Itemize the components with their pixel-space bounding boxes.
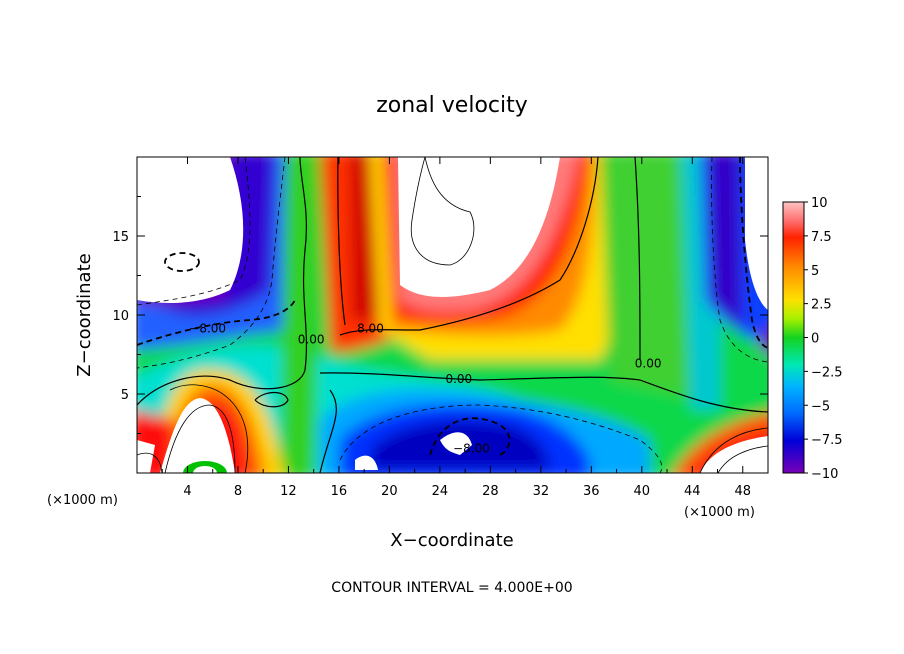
x-tick-label: 4 [183, 484, 191, 499]
x-tick-label: 40 [634, 484, 651, 499]
colorbar-tick-label: −10 [811, 467, 838, 482]
contour-label: 0.00 [445, 372, 472, 386]
x-tick-label: 36 [583, 484, 600, 499]
colorbar-tick-label: 0 [811, 332, 819, 347]
velocity-field [137, 157, 768, 473]
x-tick-label: 44 [684, 484, 701, 499]
x-axis-label: X−coordinate [390, 530, 513, 551]
contour-label: 8.00 [357, 322, 384, 336]
contour-label: 0.00 [635, 356, 662, 370]
x-unit-label: (×1000 m) [684, 505, 755, 520]
x-tick-label: 20 [381, 484, 398, 499]
x-tick-label: 16 [331, 484, 348, 499]
contour-label: −8.00 [189, 322, 226, 336]
y-tick-label: 5 [121, 388, 129, 403]
colorbar [782, 201, 805, 474]
x-tick-label: 12 [280, 484, 297, 499]
x-tick-label: 48 [734, 484, 751, 499]
colorbar-tick-label: −5 [811, 399, 830, 414]
colorbar-tick-label: 5 [811, 264, 819, 279]
x-tick-label: 32 [533, 484, 550, 499]
chart-title: zonal velocity [376, 93, 528, 118]
colorbar-ticks: 10 7.5 5 2.5 0 −2.5 −5 −7.5 −10 [804, 196, 843, 482]
x-tick-label: 24 [432, 484, 449, 499]
y-tick-label: 10 [112, 309, 129, 324]
x-tick-label: 8 [234, 484, 242, 499]
contour-label: 0.00 [298, 333, 325, 347]
x-tick-label: 28 [482, 484, 499, 499]
contour-interval-note: CONTOUR INTERVAL = 4.000E+00 [331, 580, 572, 596]
colorbar-tick-label: 7.5 [811, 230, 832, 245]
colorbar-tick-label: 10 [811, 196, 828, 211]
z-unit-label: (×1000 m) [47, 493, 118, 508]
y-tick-label: 15 [112, 230, 129, 245]
y-axis-label: Z−coordinate [74, 253, 95, 376]
x-axis-ticks: 4 8 12 16 20 24 28 32 36 40 44 48 [161, 157, 751, 499]
contour-label: −8.00 [453, 442, 490, 456]
contour-labels: −8.00 0.00 8.00 0.00 0.00 −8.00 [189, 322, 661, 456]
y-axis-ticks: 5 10 15 [112, 196, 768, 434]
colorbar-tick-label: −2.5 [811, 365, 843, 380]
colorbar-tick-label: −7.5 [811, 433, 843, 448]
colorbar-tick-label: 2.5 [811, 298, 832, 313]
